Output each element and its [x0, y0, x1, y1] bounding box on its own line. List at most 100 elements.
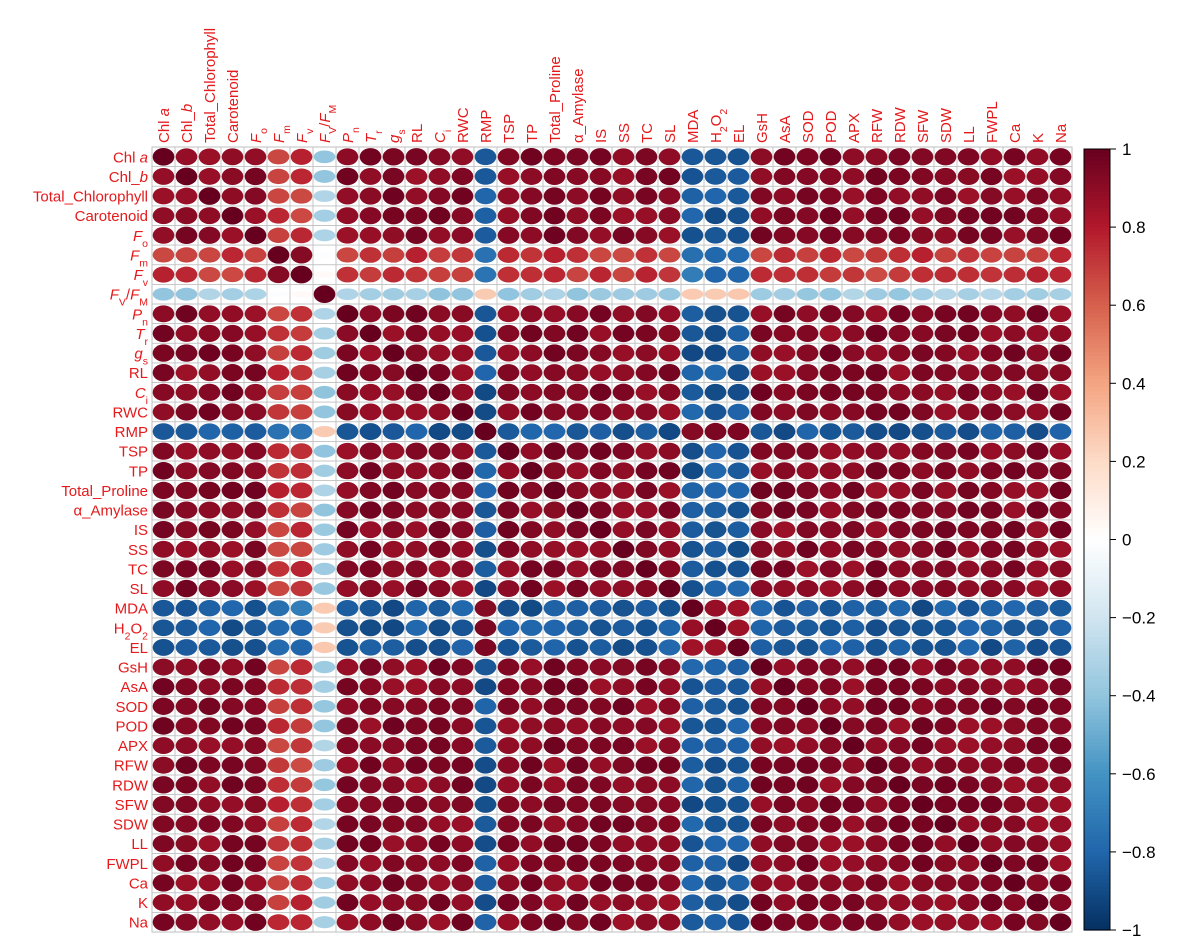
corr-ellipse: [313, 699, 336, 713]
corr-ellipse: [175, 521, 198, 539]
corr-ellipse: [888, 835, 911, 853]
corr-ellipse: [267, 600, 290, 617]
colorbar-segment: [1084, 914, 1110, 919]
corr-ellipse: [957, 815, 980, 833]
corr-ellipse: [727, 288, 750, 300]
corr-ellipse: [244, 854, 267, 872]
corr-ellipse: [888, 658, 911, 676]
colorbar-segment: [1084, 203, 1110, 209]
colorbar-segment: [1084, 555, 1110, 560]
corr-ellipse: [566, 874, 589, 892]
corr-ellipse: [865, 599, 888, 617]
corr-ellipse: [704, 226, 727, 244]
corr-ellipse: [267, 345, 290, 361]
corr-ellipse: [336, 462, 359, 480]
corr-ellipse: [957, 148, 980, 166]
corr-ellipse: [267, 404, 290, 420]
corr-ellipse: [888, 639, 911, 656]
row-label: Carotenoid: [75, 208, 148, 225]
corr-ellipse: [267, 266, 290, 284]
corr-ellipse: [497, 403, 520, 421]
corr-ellipse: [175, 266, 198, 283]
corr-ellipse: [957, 913, 980, 931]
corr-ellipse: [888, 266, 911, 283]
corr-ellipse: [796, 893, 819, 912]
corr-ellipse: [566, 364, 589, 382]
corr-ellipse: [865, 913, 888, 931]
corr-ellipse: [313, 405, 336, 419]
corr-ellipse: [888, 874, 911, 892]
corr-ellipse: [888, 247, 911, 263]
corr-ellipse: [497, 383, 520, 401]
corr-ellipse: [359, 894, 382, 911]
row-label: LL: [131, 836, 148, 853]
corr-ellipse: [911, 266, 934, 283]
corr-ellipse: [543, 324, 566, 343]
corr-ellipse: [750, 247, 773, 263]
corr-ellipse: [819, 795, 842, 814]
colorbar-tick-label: −0.6: [1122, 765, 1156, 784]
corr-ellipse: [566, 579, 589, 598]
corr-ellipse: [773, 599, 796, 617]
corr-ellipse: [773, 344, 796, 362]
corr-ellipse: [267, 246, 290, 264]
corr-ellipse: [888, 324, 911, 343]
corr-ellipse: [1003, 815, 1026, 833]
corr-ellipse: [773, 677, 796, 696]
corr-ellipse: [750, 187, 773, 205]
corr-ellipse: [957, 560, 980, 578]
corr-ellipse: [750, 580, 773, 598]
colorbar-segment: [1084, 523, 1110, 529]
corr-ellipse: [1003, 717, 1026, 735]
corr-ellipse: [382, 383, 405, 401]
corr-ellipse: [244, 560, 267, 578]
corr-ellipse: [957, 403, 980, 421]
corr-ellipse: [336, 795, 359, 813]
corr-ellipse: [1026, 305, 1049, 323]
corr-ellipse: [451, 148, 474, 166]
colorbar-segment: [1084, 816, 1110, 822]
colorbar-segment: [1084, 348, 1110, 353]
corr-ellipse: [750, 462, 773, 480]
corr-ellipse: [543, 717, 566, 735]
corr-ellipse: [313, 876, 336, 890]
corr-ellipse: [520, 579, 543, 598]
corr-ellipse: [1026, 540, 1049, 558]
corr-ellipse: [405, 815, 428, 833]
corr-ellipse: [888, 482, 911, 499]
corr-ellipse: [704, 815, 727, 833]
corr-ellipse: [405, 776, 428, 794]
corr-ellipse: [704, 501, 727, 519]
row-label: MDA: [115, 601, 148, 618]
corr-ellipse: [336, 403, 359, 421]
corr-ellipse: [980, 854, 1003, 873]
corr-ellipse: [405, 736, 428, 755]
colorbar-segment: [1084, 383, 1110, 388]
corr-ellipse: [865, 678, 888, 696]
corr-ellipse: [474, 442, 497, 460]
corr-ellipse: [566, 403, 589, 421]
corr-ellipse: [336, 482, 359, 499]
corr-ellipse: [1049, 893, 1072, 912]
corr-ellipse: [382, 305, 405, 323]
colorbar-segment: [1084, 266, 1110, 271]
corr-ellipse: [428, 697, 451, 715]
colorbar-segment: [1084, 461, 1110, 466]
corr-ellipse: [175, 756, 198, 774]
corr-ellipse: [359, 226, 382, 244]
corr-ellipse: [635, 737, 658, 754]
corr-ellipse: [175, 305, 198, 323]
corr-ellipse: [589, 266, 612, 283]
corr-ellipse: [474, 795, 497, 813]
corr-ellipse: [980, 697, 1003, 716]
colorbar-segment: [1084, 851, 1110, 857]
corr-ellipse: [520, 324, 543, 343]
colorbar-segment: [1084, 621, 1110, 626]
corr-ellipse: [382, 756, 405, 774]
corr-ellipse: [198, 501, 221, 519]
colorbar-segment: [1084, 738, 1110, 744]
corr-ellipse: [520, 795, 543, 813]
colorbar-tick-label: −0.4: [1122, 687, 1156, 706]
colorbar-segment: [1084, 254, 1110, 259]
corr-ellipse: [612, 207, 635, 225]
